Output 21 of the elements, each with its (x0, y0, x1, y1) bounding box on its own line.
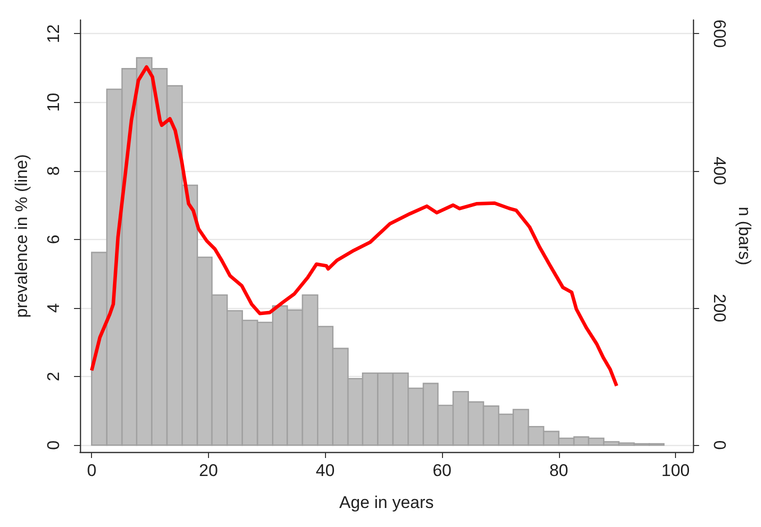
x-tick-label: 80 (549, 461, 568, 480)
y-tick-label: 0 (44, 440, 63, 450)
x-tick-label: 60 (432, 461, 452, 480)
y2-tick-label: 200 (710, 294, 730, 322)
line-series (90, 65, 618, 388)
y-tick-label: 10 (44, 92, 63, 112)
y-tick-label: 6 (44, 234, 63, 244)
x-tick-label: 40 (316, 461, 335, 480)
y-tick-label: 4 (44, 303, 63, 313)
x-tick-label: 100 (661, 461, 690, 480)
y2-tick-label: 0 (710, 440, 730, 450)
x-tick-label: 20 (199, 461, 218, 480)
y2-axis-title: n (bars) (735, 206, 754, 266)
y-tick-label: 2 (44, 372, 63, 382)
y2-tick-label: 600 (710, 20, 730, 48)
y-axis-title: prevalence in % (line) (12, 154, 31, 318)
y2-tick-label: 400 (710, 156, 730, 186)
y-tick-label: 8 (44, 166, 63, 176)
y-tick-label: 12 (44, 24, 63, 44)
x-tick-label: 0 (86, 461, 96, 480)
x-axis-title: Age in years (339, 493, 434, 512)
